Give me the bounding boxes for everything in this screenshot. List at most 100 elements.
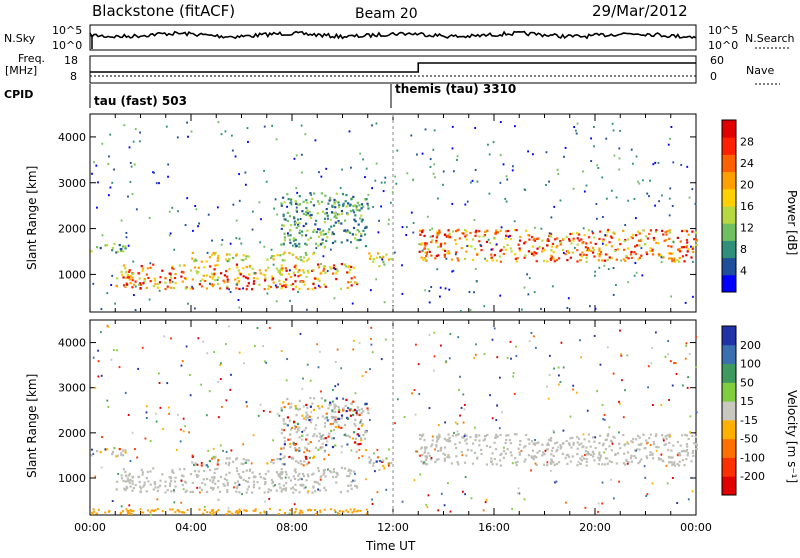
- power-speckle: [412, 231, 415, 234]
- velocity-pixel: [174, 476, 177, 479]
- velocity-pixel: [258, 487, 261, 490]
- power-pixel: [282, 280, 286, 284]
- power-speckle: [176, 136, 179, 139]
- velocity-speckle: [319, 350, 321, 353]
- power-pixel: [323, 267, 326, 270]
- power-pixel: [140, 264, 143, 268]
- power-pixel: [139, 282, 142, 285]
- velocity-pixel: [530, 456, 534, 459]
- velocity-pixel: [238, 475, 241, 478]
- power-speckle: [381, 258, 384, 261]
- power-pixel: [423, 234, 426, 238]
- power-pixel: [145, 286, 148, 290]
- velocity-pixel: [264, 477, 267, 481]
- power-pixel: [372, 258, 375, 261]
- velocity-pixel: [479, 448, 483, 451]
- power-pixel: [443, 253, 446, 256]
- velocity-pixel: [425, 458, 428, 461]
- velocity-pixel: [361, 423, 364, 426]
- power-pixel: [695, 238, 698, 241]
- power-pixel: [678, 248, 681, 251]
- power-pixel: [577, 233, 581, 236]
- velocity-near-range-pixel: [186, 508, 189, 511]
- velocity-speckle: [449, 332, 452, 335]
- power-pixel: [361, 218, 364, 221]
- velocity-pixel: [582, 457, 586, 460]
- power-speckle: [177, 210, 179, 213]
- power-speckle: [648, 195, 650, 198]
- velocity-speckle: [449, 510, 452, 513]
- velocity-speckle: [431, 435, 434, 438]
- power-pixel: [340, 209, 344, 213]
- velocity-speckle: [191, 454, 194, 457]
- velocity-pixel: [523, 460, 526, 463]
- power-speckle: [429, 158, 432, 161]
- power-pixel: [360, 214, 363, 217]
- velocity-pixel: [287, 438, 290, 441]
- velocity-pixel: [515, 464, 518, 467]
- velocity-near-range-pixel: [336, 512, 339, 515]
- power-speckle: [672, 161, 675, 164]
- power-pixel: [559, 243, 562, 246]
- power-speckle: [434, 176, 436, 179]
- velocity-pixel: [360, 439, 363, 442]
- power-pixel: [580, 255, 583, 258]
- power-speckle: [594, 270, 597, 273]
- velocity-speckle: [342, 397, 345, 400]
- velocity-speckle: [137, 367, 140, 370]
- velocity-speckle: [530, 331, 533, 334]
- velocity-pixel: [631, 441, 634, 444]
- velocity-colorbar-tick: 50: [740, 376, 754, 389]
- velocity-pixel: [245, 479, 248, 483]
- power-pixel: [354, 214, 357, 217]
- velocity-pixel: [547, 443, 550, 447]
- power-pixel: [212, 275, 215, 278]
- velocity-pixel: [576, 436, 579, 439]
- velocity-speckle: [579, 339, 581, 342]
- power-speckle: [505, 200, 508, 203]
- velocity-pixel: [129, 478, 132, 481]
- velocity-pixel: [216, 467, 219, 470]
- power-pixel: [664, 239, 668, 242]
- power-pixel: [336, 268, 339, 271]
- power-speckle: [153, 171, 155, 174]
- power-pixel: [649, 229, 652, 232]
- velocity-pixel: [327, 407, 330, 410]
- power-pixel: [383, 263, 386, 266]
- power-pixel: [421, 230, 424, 233]
- velocity-speckle: [97, 360, 100, 363]
- power-pixel: [331, 241, 335, 245]
- velocity-near-range-pixel: [300, 510, 303, 513]
- velocity-speckle: [491, 417, 494, 420]
- velocity-pixel: [450, 462, 454, 465]
- velocity-pixel: [345, 409, 348, 413]
- velocity-pixel: [353, 422, 356, 426]
- velocity-near-range-pixel: [212, 511, 215, 514]
- velocity-pixel: [147, 480, 150, 483]
- power-pixel: [337, 219, 340, 223]
- power-speckle: [618, 168, 621, 171]
- velocity-pixel: [463, 461, 467, 464]
- velocity-pixel: [345, 398, 348, 402]
- velocity-near-range-pixel: [306, 509, 309, 512]
- velocity-pixel: [195, 463, 198, 466]
- power-speckle: [387, 223, 390, 226]
- power-pixel: [556, 244, 559, 248]
- velocity-pixel: [495, 433, 498, 436]
- velocity-speckle: [562, 366, 565, 369]
- power-speckle: [405, 234, 408, 237]
- velocity-speckle: [612, 372, 615, 375]
- power-speckle: [110, 284, 113, 287]
- power-speckle: [306, 308, 308, 311]
- power-pixel: [335, 272, 338, 275]
- velocity-speckle: [94, 475, 97, 478]
- velocity-pixel: [324, 489, 327, 492]
- velocity-speckle: [462, 393, 465, 396]
- velocity-speckle: [253, 345, 256, 348]
- power-pixel: [423, 247, 427, 250]
- velocity-pixel: [627, 442, 630, 445]
- power-pixel: [382, 255, 385, 258]
- power-pixel: [142, 282, 145, 285]
- power-speckle: [624, 224, 627, 227]
- power-pixel: [341, 193, 345, 196]
